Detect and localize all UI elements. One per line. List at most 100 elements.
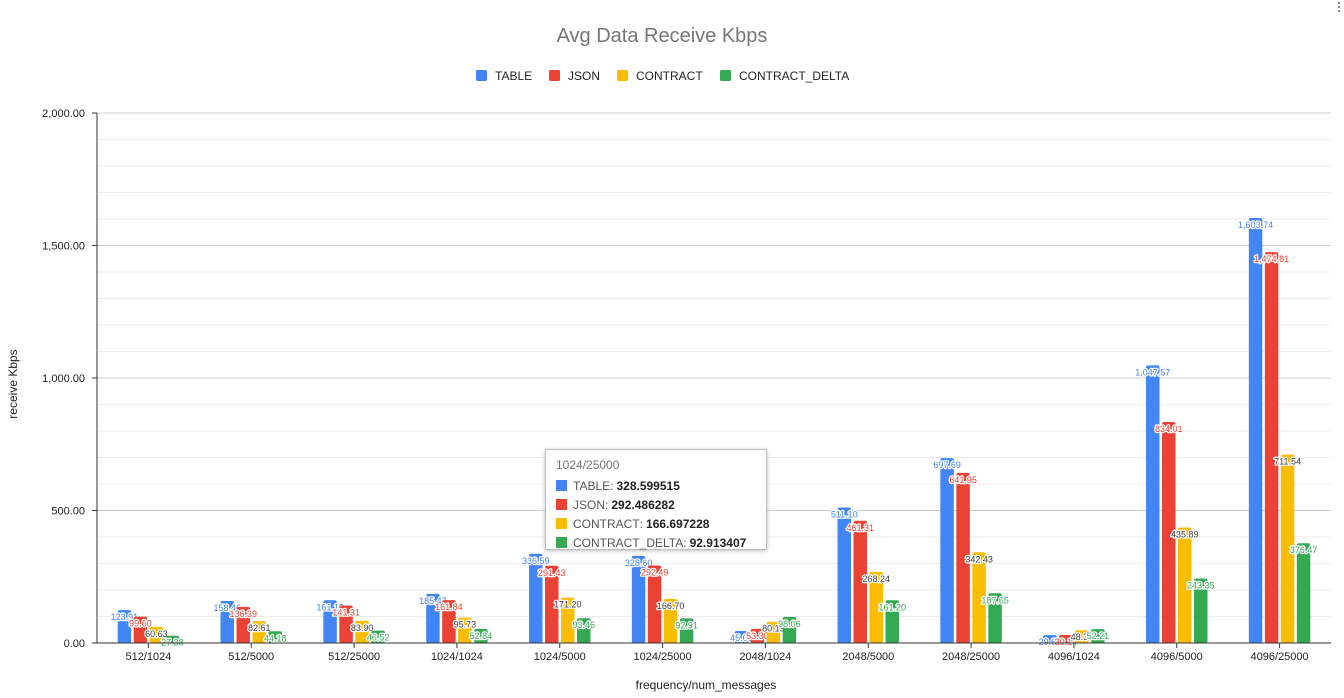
tooltip-title: 1024/25000 [556,458,620,472]
bar-json[interactable] [339,605,353,643]
bar-contract[interactable] [1075,630,1089,643]
data-label: 511.10 [831,510,858,520]
data-label-halo: 29.60 [1039,637,1062,647]
data-label-halo: 98.06 [778,619,801,629]
bar-contract-delta[interactable] [268,631,283,643]
data-label: 641.95 [949,475,977,485]
bar-table[interactable] [220,601,235,643]
data-label-halo: 342.43 [965,554,993,564]
bar-contract-delta[interactable] [782,617,797,643]
data-label: 141.31 [332,608,360,618]
data-label: 83.90 [351,623,374,633]
bar-contract-delta[interactable] [988,593,1002,643]
bar-contract[interactable] [766,621,781,643]
data-label: 161.20 [878,602,906,612]
y-tick-label: 500.00 [51,506,85,518]
data-label: 292.49 [641,567,669,577]
data-label: 136.39 [229,609,257,619]
bar-contract[interactable] [355,620,369,643]
bar-json[interactable] [1162,421,1176,643]
data-label: 95.73 [454,620,477,630]
data-label-halo: 123.91 [111,612,139,622]
data-label-halo: 82.61 [248,623,271,633]
bar-table[interactable] [940,458,954,643]
bar-contract-delta[interactable] [474,628,488,643]
data-label-halo: 141.31 [332,608,360,618]
bar-contract-delta[interactable] [1194,578,1208,643]
legend-item-label[interactable]: CONTRACT [636,69,703,83]
tooltip-series-name: CONTRACT_DELTA [573,535,684,550]
bar-table[interactable] [426,593,440,643]
more-options-icon[interactable] [1338,2,1342,14]
bar-contract-delta[interactable] [679,618,694,643]
bar-table[interactable] [631,555,646,643]
bar-json[interactable] [853,520,868,643]
bar-contract[interactable] [149,626,164,643]
bar-json[interactable] [236,606,251,643]
bar-contract-delta[interactable] [165,635,180,643]
bar-contract[interactable] [1178,527,1192,643]
x-tick-label: 2048/25000 [942,651,1000,663]
legend-item-label[interactable]: TABLE [495,69,532,83]
bar-contract[interactable] [561,597,575,643]
x-tick-label: 4096/5000 [1151,651,1203,663]
bar-contract-delta[interactable] [885,600,900,643]
data-label: 53.30 [746,631,769,641]
bars-group[interactable]: 123.91123.9199.6099.6060.6360.6327.3827.… [109,218,1319,649]
bar-json[interactable] [1264,252,1279,643]
data-label: 46.52 [367,633,390,643]
data-label: 82.61 [248,623,271,633]
data-label-halo: 45.09 [730,633,753,643]
bar-json[interactable] [1059,635,1073,643]
bar-contract-delta[interactable] [1091,629,1105,643]
data-label-halo: 161.18 [316,602,344,612]
bar-contract[interactable] [869,571,884,643]
tooltip-series-name: JSON [573,497,606,512]
data-label-halo: 48.30 [1071,632,1094,642]
bar-contract[interactable] [972,552,986,643]
bar-json[interactable] [956,472,970,643]
legend-swatch-icon [617,70,628,81]
legend-item-label[interactable]: JSON [568,69,600,83]
bar-json[interactable] [133,616,148,643]
data-label: 187.65 [981,595,1009,605]
data-label: 93.46 [572,620,595,630]
bar-json[interactable] [750,628,765,643]
bar-table[interactable] [734,631,749,643]
bar-contract[interactable] [663,598,678,643]
data-label: 336.59 [522,556,550,566]
bar-contract-delta[interactable] [1296,543,1311,643]
data-label-halo: 136.39 [229,609,257,619]
bar-contract-delta[interactable] [371,630,385,643]
data-label: 711.54 [1274,456,1301,466]
bar-table[interactable] [1248,218,1263,643]
data-label-halo: 511.10 [831,510,858,520]
bar-contract[interactable] [252,621,267,643]
bar-json[interactable] [647,565,662,643]
legend-item-label[interactable]: CONTRACT_DELTA [739,69,849,83]
data-label-halo: 30.14 [1055,637,1078,647]
bar-table[interactable] [323,600,337,643]
bar-table[interactable] [117,610,132,643]
data-label-halo: 435.89 [1171,529,1199,539]
bar-table[interactable] [529,553,543,643]
data-label: 99.60 [129,619,152,629]
bar-contract[interactable] [1280,454,1295,643]
data-label: 291.43 [538,568,566,578]
data-label-halo: 83.90 [351,623,374,633]
bar-table[interactable] [837,507,852,643]
bar-json[interactable] [442,600,456,643]
bar-table[interactable] [1146,365,1160,643]
data-label-halo: 291.43 [538,568,566,578]
bar-table[interactable] [1043,635,1057,643]
data-label-halo: 52.21 [1087,631,1110,641]
bar-contract-delta[interactable] [577,618,591,643]
gridlines [97,112,1331,644]
chart-legend[interactable]: TABLE JSON CONTRACT CONTRACT_DELTA [476,69,849,83]
data-label: 461.31 [846,523,874,533]
data-label: 166.70 [657,601,685,611]
axes: 0.00 500.00 1,000.00 1,500.00 2,000.00 512/10… [42,108,1331,663]
data-label: 123.91 [111,612,139,622]
bar-json[interactable] [545,565,559,643]
bar-contract[interactable] [458,617,472,643]
